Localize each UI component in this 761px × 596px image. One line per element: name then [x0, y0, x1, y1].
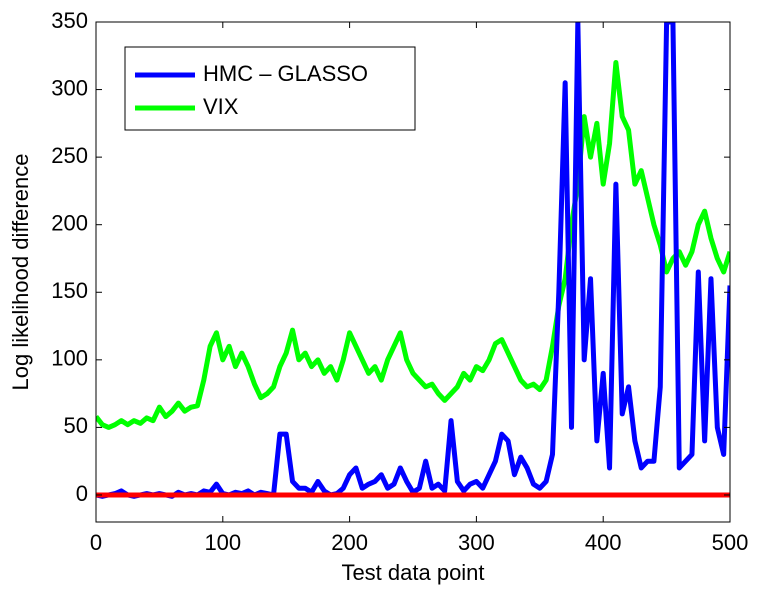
legend-box — [124, 46, 416, 131]
y-tick-label: 50 — [64, 413, 88, 438]
y-tick-label: 350 — [51, 8, 88, 33]
data-line — [96, 60, 730, 430]
y-tick-label: 100 — [51, 346, 88, 371]
y-tick-label: 250 — [51, 143, 88, 168]
plot-area — [96, 22, 730, 499]
x-tick-label: 0 — [90, 530, 102, 555]
x-tick-label: 100 — [204, 530, 241, 555]
y-tick-label: 0 — [76, 481, 88, 506]
legend-label: VIX — [203, 94, 239, 119]
x-tick-label: 300 — [458, 530, 495, 555]
y-axis-label: Log likelihood difference — [8, 154, 33, 391]
legend-label: HMC – GLASSO — [203, 61, 368, 86]
y-tick-label: 200 — [51, 211, 88, 236]
y-tick-label: 150 — [51, 278, 88, 303]
x-axis-label: Test data point — [341, 560, 484, 585]
x-tick-label: 400 — [585, 530, 622, 555]
x-tick-label: 500 — [712, 530, 749, 555]
y-tick-label: 300 — [51, 75, 88, 100]
x-tick-label: 200 — [331, 530, 368, 555]
axes-box — [95, 21, 731, 523]
data-line — [96, 22, 730, 499]
